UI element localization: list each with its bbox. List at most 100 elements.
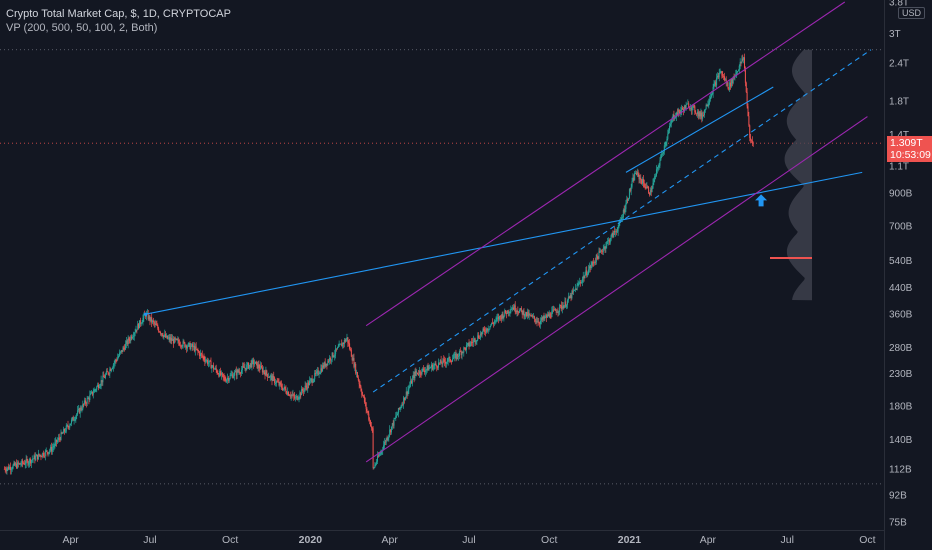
candle-body <box>391 423 393 427</box>
candle-body <box>179 342 181 346</box>
candle-body <box>203 356 205 360</box>
candle-body <box>34 455 36 461</box>
candle-body <box>744 68 746 83</box>
candle-body <box>42 452 44 457</box>
candle-body <box>507 310 509 313</box>
candle-body <box>641 180 643 184</box>
candle-body <box>313 379 315 382</box>
candle-body <box>330 359 332 361</box>
candle-body <box>183 341 185 343</box>
candle-body <box>536 321 538 323</box>
candle-body <box>23 463 25 465</box>
candle-body <box>136 329 138 331</box>
candle-body <box>682 107 684 110</box>
candle-body <box>275 381 277 384</box>
candle-body <box>644 186 646 188</box>
candle-body <box>290 394 292 397</box>
candle-body <box>244 367 246 369</box>
candle-body <box>451 361 453 363</box>
candle-body <box>422 368 424 370</box>
candle-body <box>724 79 726 81</box>
candle-body <box>647 186 649 188</box>
candle-body <box>279 382 281 386</box>
candle-body <box>556 311 558 313</box>
candle-body <box>404 397 406 401</box>
candle-body <box>242 366 244 368</box>
candle-body <box>490 324 492 327</box>
candle-body <box>744 57 746 69</box>
candle-body <box>520 308 522 311</box>
candle-body <box>369 419 371 421</box>
y-tick-label: 360B <box>889 310 913 321</box>
candle-body <box>12 465 14 469</box>
candle-body <box>286 392 288 395</box>
candle-body <box>324 362 326 367</box>
candle-body <box>41 456 43 458</box>
candle-body <box>690 107 692 111</box>
candle-body <box>622 209 624 218</box>
candle-body <box>752 142 754 144</box>
candle-body <box>453 354 455 358</box>
candle-body <box>373 467 375 469</box>
candle-body <box>90 392 92 395</box>
candle-body <box>577 283 579 285</box>
candle-body <box>126 340 128 345</box>
candle-body <box>723 76 725 81</box>
candle-body <box>162 335 164 338</box>
candle-body <box>426 365 428 370</box>
x-tick-label: Apr <box>62 534 79 546</box>
candle-body <box>502 313 504 319</box>
candle-body <box>638 174 640 180</box>
candle-body <box>320 368 322 373</box>
candle-body <box>129 340 131 342</box>
candle-body <box>586 270 588 276</box>
currency-badge[interactable]: USD <box>898 7 926 19</box>
y-tick-label: 180B <box>889 402 913 413</box>
candle-body <box>628 189 630 199</box>
candle-body <box>45 450 47 452</box>
candle-body <box>79 407 81 414</box>
y-tick-label: 92B <box>889 490 907 501</box>
candle-body <box>318 373 320 375</box>
candle-body <box>225 380 227 382</box>
candle-body <box>447 358 449 362</box>
candle-body <box>471 342 473 343</box>
candle-body <box>200 353 202 355</box>
candle-body <box>149 316 151 321</box>
candle-body <box>193 345 195 348</box>
candle-body <box>676 112 678 116</box>
candle-body <box>281 384 283 388</box>
candle-body <box>170 338 172 341</box>
candle-body <box>383 441 385 446</box>
candle-body <box>304 385 306 389</box>
candle-body <box>245 367 247 370</box>
candle-body <box>328 360 330 362</box>
candle-body <box>661 153 663 156</box>
candle-body <box>514 305 516 312</box>
candle-body <box>70 419 72 424</box>
candle-body <box>693 105 695 107</box>
candle-body <box>596 254 598 257</box>
candle-body <box>243 366 245 369</box>
candle-body <box>688 103 690 108</box>
candle-body <box>96 386 98 390</box>
candle-body <box>497 317 499 318</box>
candle-body <box>713 84 715 88</box>
candle-body <box>316 370 318 372</box>
candle-body <box>60 432 62 440</box>
candle-body <box>118 352 120 356</box>
y-tick-label: 75B <box>889 518 907 529</box>
candle-body <box>116 360 118 361</box>
candle-body <box>342 342 344 344</box>
candle-body <box>466 343 468 346</box>
candle-body <box>540 318 542 321</box>
candle-body <box>709 99 711 103</box>
candle-body <box>605 245 607 249</box>
candle-body <box>66 425 68 426</box>
candle-body <box>537 321 539 323</box>
candle-body <box>132 337 134 339</box>
candle-body <box>99 385 101 387</box>
candle-body <box>451 359 453 362</box>
candle-body <box>346 337 348 340</box>
